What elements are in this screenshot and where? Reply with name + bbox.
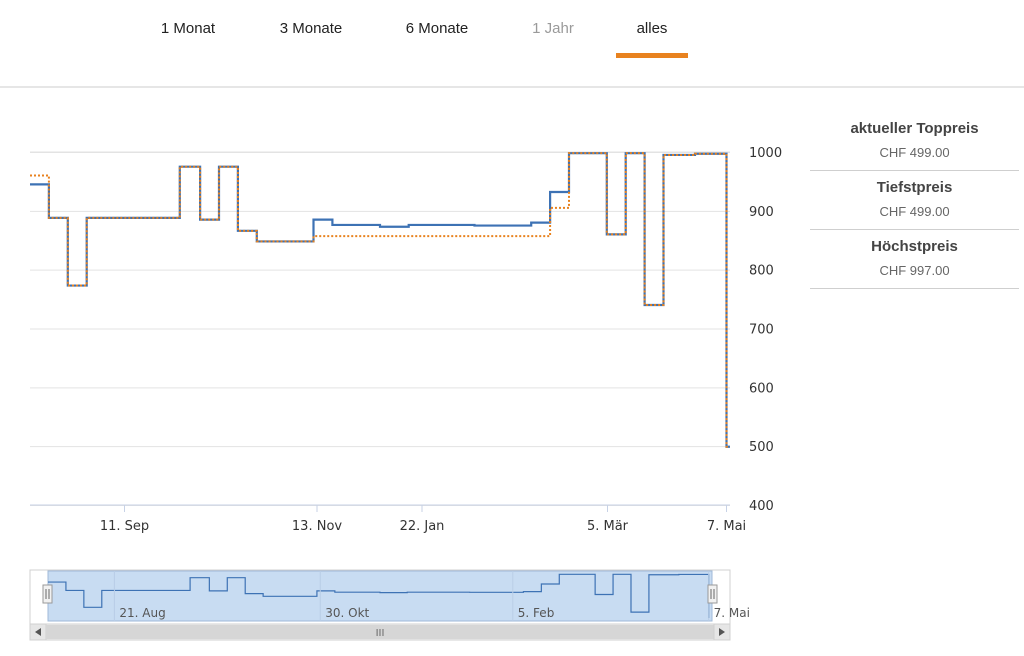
current-top-price-title: aktueller Toppreis <box>850 120 979 137</box>
tab-alles[interactable]: alles <box>616 18 688 58</box>
tab-1-jahr[interactable]: 1 Jahr <box>532 20 574 37</box>
scroll-right-button[interactable] <box>713 623 731 641</box>
x-tick-label: 13. Nov <box>292 519 342 534</box>
x-tick-label: 11. Sep <box>100 519 149 534</box>
y-tick-label: 500 <box>749 440 774 455</box>
y-tick-label: 1000 <box>749 146 782 161</box>
navigator-line <box>48 573 710 618</box>
highest-price-value: CHF 997.00 <box>879 263 950 278</box>
highest-price-title: Höchstpreis <box>871 238 958 255</box>
x-tick-label: 22. Jan <box>400 519 445 534</box>
current-top-price-value: CHF 499.00 <box>879 145 950 160</box>
navigator-tick-label: 30. Okt <box>325 606 369 620</box>
tab-6-monate[interactable]: 6 Monate <box>405 20 469 37</box>
lowest-price-title: Tiefstpreis <box>876 179 953 196</box>
series-line-blue <box>30 152 730 448</box>
price-summary-panel: aktueller Toppreis CHF 499.00 Tiefstprei… <box>810 112 1019 289</box>
navigator-tick-label: 21. Aug <box>119 606 165 620</box>
navigator-ticks: 21. Aug 30. Okt 5. Feb 7. Mai <box>113 571 750 621</box>
y-axis-labels: 1000 900 800 700 600 500 400 <box>749 146 782 514</box>
x-axis-ticks: 11. Sep 13. Nov 22. Jan 5. Mär 7. Mai <box>100 505 746 534</box>
navigator-scrollbar[interactable]: III <box>29 623 731 641</box>
y-tick-label: 700 <box>749 323 774 338</box>
chevron-right-icon <box>719 628 725 636</box>
y-tick-label: 600 <box>749 381 774 396</box>
tab-3-monate[interactable]: 3 Monate <box>279 20 343 37</box>
range-tabs: 1 Monat 3 Monate 6 Monate 1 Jahr alles <box>0 0 1024 88</box>
scroll-grip: III <box>376 628 385 639</box>
lowest-price: Tiefstpreis CHF 499.00 <box>810 171 1019 230</box>
chevron-left-icon <box>35 628 41 636</box>
navigator-right-handle[interactable] <box>707 584 718 604</box>
highest-price: Höchstpreis CHF 997.00 <box>810 230 1019 289</box>
y-tick-label: 800 <box>749 264 774 279</box>
series-layer <box>30 152 730 448</box>
price-history-chart: 1000 900 800 700 600 500 400 11. Sep 13. Nov 22.… <box>29 146 782 641</box>
x-tick-label: 7. Mai <box>707 519 746 534</box>
navigator[interactable]: 21. Aug 30. Okt 5. Feb 7. Mai <box>29 569 750 625</box>
navigator-tick-label: 5. Feb <box>518 606 555 620</box>
scroll-left-button[interactable] <box>29 623 47 641</box>
navigator-left-handle[interactable] <box>42 584 53 604</box>
y-tick-label: 900 <box>749 205 774 220</box>
y-tick-label: 400 <box>749 499 774 514</box>
lowest-price-value: CHF 499.00 <box>879 204 950 219</box>
series-line-orange <box>30 152 730 448</box>
current-top-price: aktueller Toppreis CHF 499.00 <box>810 112 1019 171</box>
x-tick-label: 5. Mär <box>587 519 629 534</box>
scroll-thumb[interactable] <box>46 625 714 639</box>
navigator-tick-label: 7. Mai <box>714 606 750 620</box>
tab-1-monat[interactable]: 1 Monat <box>160 20 216 37</box>
